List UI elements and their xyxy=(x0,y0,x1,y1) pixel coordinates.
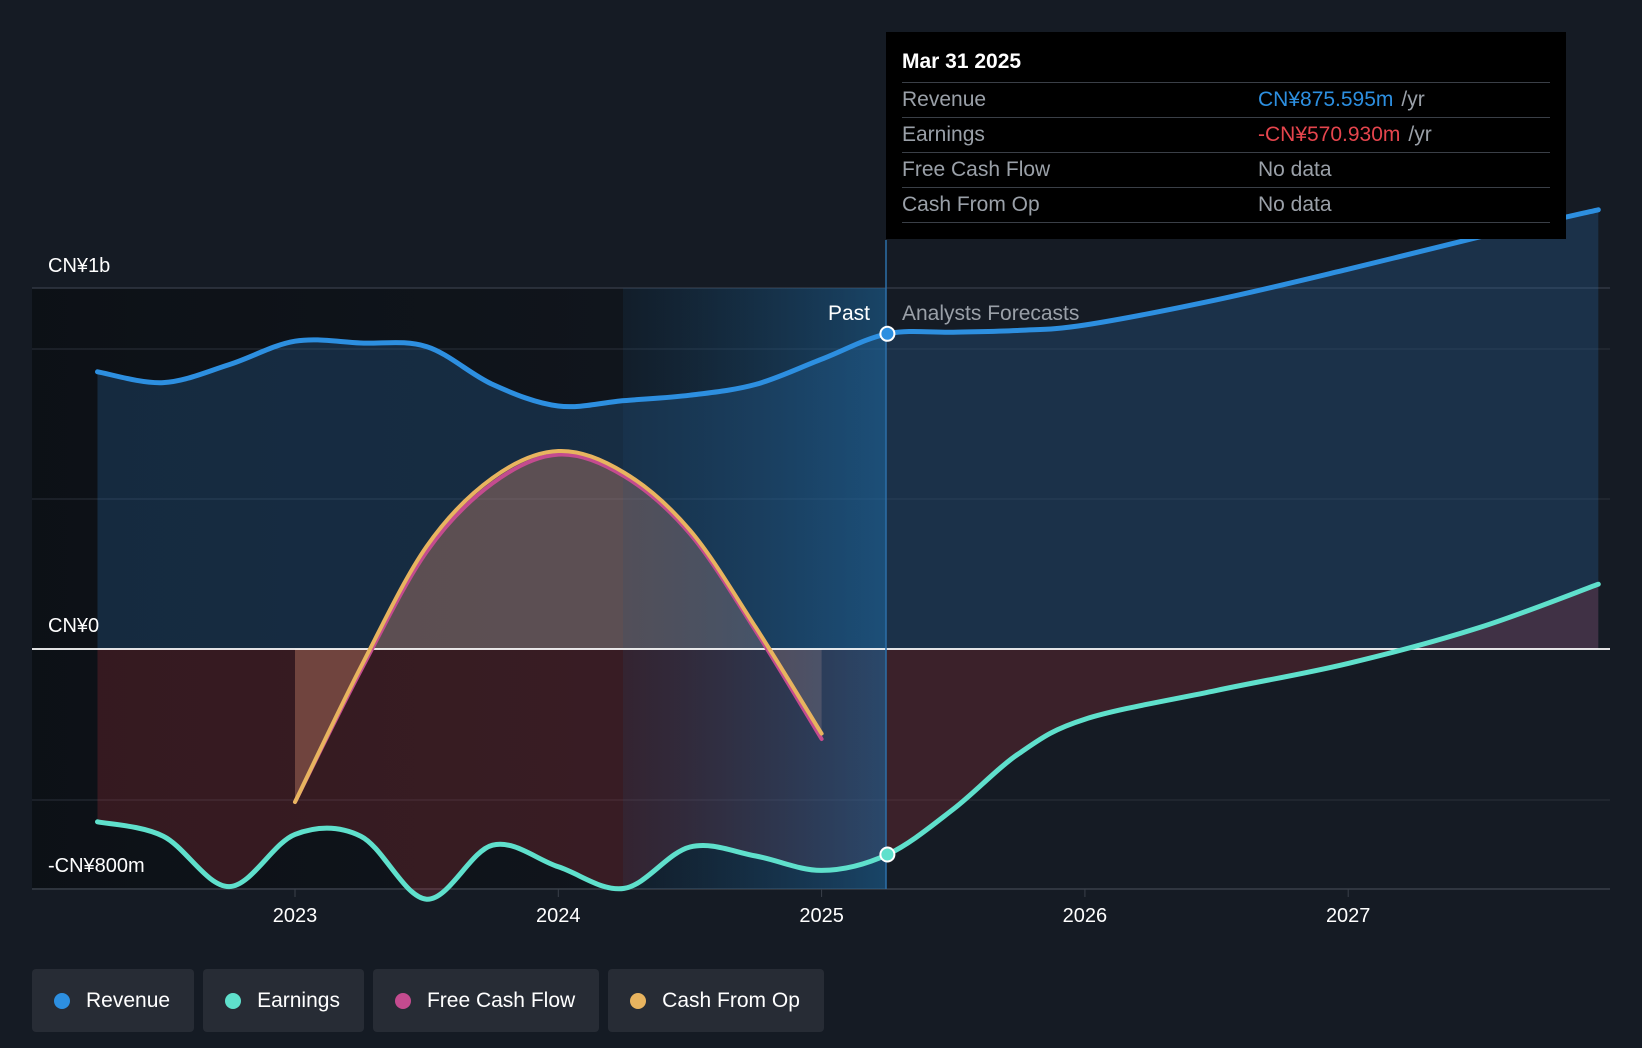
series-lines xyxy=(95,207,1601,902)
x-tick-label: 2023 xyxy=(273,905,318,927)
legend-dot-icon xyxy=(394,992,411,1009)
legend-item-earnings[interactable]: Earnings xyxy=(203,969,364,1032)
tooltip-row-value: No data xyxy=(1258,193,1332,216)
legend-item-cash-from-op[interactable]: Cash From Op xyxy=(608,969,824,1032)
x-tick-label: 2024 xyxy=(536,905,581,927)
x-axis-ticks: 2023 2024 2025 2026 2027 xyxy=(273,889,1371,927)
tooltip-row-earnings: Earnings -CN¥570.930m /yr xyxy=(902,118,1550,153)
tooltip-row-value: No data xyxy=(1258,158,1332,181)
legend-dot-icon xyxy=(630,992,647,1009)
tooltip-row-name: Free Cash Flow xyxy=(902,158,1051,181)
earnings-line xyxy=(95,581,1601,902)
x-tick-label: 2026 xyxy=(1063,905,1108,927)
chart-legend: Revenue Earnings Free Cash Flow Cash Fro… xyxy=(32,969,824,1032)
tooltip-date: Mar 31 2025 xyxy=(902,46,1550,83)
legend-dot-icon xyxy=(225,992,242,1009)
past-region-label: Past xyxy=(828,302,870,325)
hover-markers xyxy=(879,325,896,863)
tooltip-row-free-cash-flow: Free Cash Flow No data xyxy=(902,153,1550,188)
tooltip-row-cash-from-op: Cash From Op No data xyxy=(902,188,1550,223)
tooltip-row-revenue: Revenue CN¥875.595m /yr xyxy=(902,83,1550,118)
hover-tooltip: Mar 31 2025 Revenue CN¥875.595m /yr Earn… xyxy=(886,32,1566,239)
legend-item-revenue[interactable]: Revenue xyxy=(32,969,195,1032)
tooltip-row-unit: /yr xyxy=(1401,88,1425,111)
y-tick-label-top: CN¥1b xyxy=(48,255,110,277)
tooltip-row-value: -CN¥570.930m xyxy=(1258,123,1401,146)
earnings-marker xyxy=(879,846,896,863)
tooltip-row-value: CN¥875.595m xyxy=(1258,88,1394,111)
revenue-marker xyxy=(879,325,896,342)
tooltip-row-name: Cash From Op xyxy=(902,193,1040,216)
legend-label: Revenue xyxy=(86,988,171,1012)
legend-label: Free Cash Flow xyxy=(426,988,576,1012)
legend-item-free-cash-flow[interactable]: Free Cash Flow xyxy=(372,969,600,1032)
cash-from-op-line xyxy=(293,448,824,804)
selection-highlight xyxy=(623,288,886,889)
y-tick-label-bottom: -CN¥800m xyxy=(48,855,145,877)
y-tick-label-zero: CN¥0 xyxy=(48,615,99,637)
legend-label: Cash From Op xyxy=(662,988,800,1012)
forecast-region-label: Analysts Forecasts xyxy=(902,302,1079,325)
x-tick-label: 2025 xyxy=(799,905,844,927)
x-tick-label: 2027 xyxy=(1326,905,1371,927)
legend-dot-icon xyxy=(54,992,70,1009)
tooltip-row-unit: /yr xyxy=(1408,123,1432,146)
tooltip-row-name: Earnings xyxy=(902,123,985,146)
revenue-line xyxy=(95,207,1601,410)
legend-label: Earnings xyxy=(257,988,340,1012)
tooltip-row-name: Revenue xyxy=(902,88,987,111)
